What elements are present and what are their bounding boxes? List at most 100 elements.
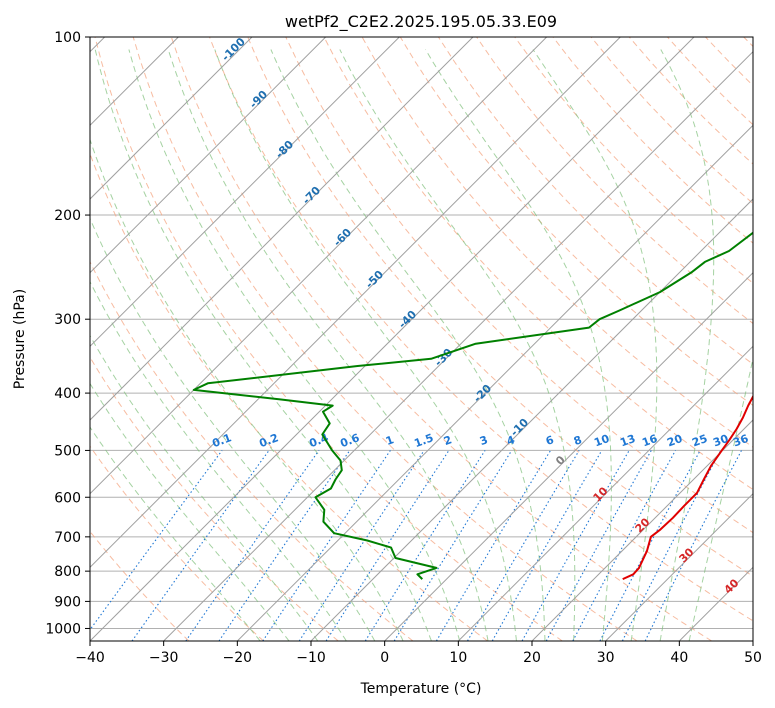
mixing-ratio-line	[90, 450, 223, 631]
mixing-ratio-label: 0.2	[257, 431, 280, 450]
dry-adiabat	[476, 37, 753, 325]
y-tick-label: 100	[54, 30, 81, 46]
chart-title: wetPf2_C2E2.2025.195.05.33.E09	[285, 12, 557, 32]
isotherm	[90, 37, 548, 495]
y-axis-ticks: 100 200 300 400 500 600 700 800 900 1000	[45, 30, 90, 637]
isotherm	[90, 37, 621, 569]
pressure-gridlines	[90, 37, 753, 629]
dewpoint-line	[192, 231, 753, 580]
x-tick-label: 10	[449, 650, 467, 666]
moist-adiabat	[214, 49, 517, 641]
moist-adiabat	[532, 49, 658, 641]
y-axis-label: Pressure (hPa)	[12, 289, 28, 389]
isotherm	[90, 37, 695, 641]
isotherm	[310, 198, 753, 641]
isotherm	[90, 37, 327, 274]
mixing-ratio-label: 8	[572, 433, 584, 448]
isotherm	[163, 50, 753, 641]
mixing-ratio-line	[325, 450, 450, 641]
mixing-ratio-label: 6	[544, 433, 556, 448]
plot-area: -100-90-80-70-60-50-40-30-20-10010203040…	[90, 37, 753, 641]
moist-adiabat	[90, 334, 319, 641]
dry-adiabat	[90, 260, 414, 641]
dry-adiabat	[170, 37, 712, 641]
moist-adiabat	[167, 49, 489, 641]
mixing-ratio-label: 1.5	[412, 431, 435, 450]
moist-adiabat	[90, 382, 290, 641]
mixing-ratio-label: 0.4	[307, 431, 330, 450]
moist-adiabat	[688, 355, 753, 641]
moist-adiabat	[90, 280, 347, 641]
y-tick-label: 500	[54, 443, 81, 459]
isotherms	[90, 37, 753, 641]
y-tick-label: 700	[54, 530, 81, 546]
x-tick-label: −10	[296, 650, 326, 666]
mixing-ratio-label: 3	[478, 433, 490, 448]
moist-adiabat	[270, 49, 546, 641]
moist-adiabat	[659, 49, 715, 641]
mixing-ratio-line	[218, 450, 351, 641]
x-tick-label: 50	[744, 650, 762, 666]
moist-adiabats	[90, 49, 753, 641]
mixing-ratio-label: 36	[731, 432, 750, 450]
x-tick-label: −30	[149, 650, 179, 666]
mixing-ratio-label: 4	[505, 433, 517, 448]
mixing-ratio-line	[572, 450, 676, 641]
y-tick-label: 300	[54, 312, 81, 328]
dry-adiabat	[514, 37, 753, 284]
mixing-ratio-line	[393, 450, 513, 641]
mixing-ratio-line	[644, 450, 742, 641]
mixing-ratio-label: 10	[592, 432, 611, 450]
isotherm	[90, 37, 400, 348]
dry-adiabat	[323, 37, 753, 491]
moist-adiabat	[90, 138, 404, 641]
mixing-ratio-label: 1	[384, 433, 396, 448]
y-tick-label: 400	[54, 386, 81, 402]
mixing-ratio-line	[262, 450, 391, 641]
isotherm	[90, 37, 253, 200]
mixing-ratio-line	[521, 450, 630, 641]
mixing-ratio-label: 2	[442, 433, 454, 448]
dry-adiabats	[90, 37, 753, 641]
dry-adiabat	[90, 356, 339, 641]
mixing-ratio-label: 13	[618, 432, 637, 449]
profile-series	[192, 231, 753, 581]
mixing-ratio-line	[545, 450, 652, 641]
x-tick-label: 40	[670, 650, 688, 666]
isotherm	[457, 345, 753, 641]
y-tick-label: 600	[54, 490, 81, 506]
x-tick-label: −20	[223, 650, 253, 666]
x-tick-label: 20	[523, 650, 541, 666]
isotherm	[90, 37, 474, 421]
dry-adiabat	[209, 37, 753, 622]
y-tick-label: 200	[54, 208, 81, 224]
x-tick-label: 0	[380, 650, 389, 666]
isotherm	[384, 271, 753, 641]
mixing-ratio-label: 16	[640, 432, 659, 450]
y-tick-label: 800	[54, 564, 81, 580]
moist-adiabat	[128, 49, 461, 641]
moist-adiabat	[94, 49, 432, 641]
x-tick-label: −40	[75, 650, 105, 666]
mixing-ratio-line	[185, 450, 320, 641]
dry-adiabat	[90, 445, 264, 641]
y-tick-label: 1000	[45, 621, 81, 637]
plot-frame	[89, 36, 754, 642]
dry-adiabat	[247, 37, 753, 577]
temperature-line	[622, 394, 753, 581]
isotherm	[605, 492, 753, 641]
dry-adiabat	[285, 37, 753, 534]
mixing-ratio-line	[298, 450, 425, 641]
x-axis-label: Temperature (°C)	[360, 681, 482, 697]
mixing-ratio-label: 0.1	[210, 431, 233, 450]
mixing-ratio-label: 0.6	[338, 431, 361, 450]
mixing-ratio-label: 20	[665, 432, 684, 450]
moist-adiabat	[339, 49, 576, 641]
dry-adiabat	[94, 37, 563, 641]
isotherm	[236, 124, 753, 641]
x-tick-label: 30	[597, 650, 615, 666]
moist-adiabat	[90, 426, 261, 641]
x-axis-ticks: −40 −30 −20 −10 0 10 20 30 40 50	[75, 641, 762, 666]
